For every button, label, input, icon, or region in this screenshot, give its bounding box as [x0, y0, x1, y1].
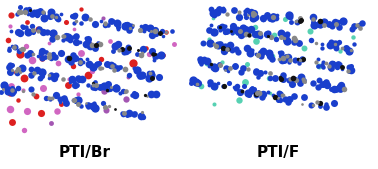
Text: PTI/F: PTI/F [256, 145, 300, 160]
Text: PTI/Br: PTI/Br [59, 145, 111, 160]
